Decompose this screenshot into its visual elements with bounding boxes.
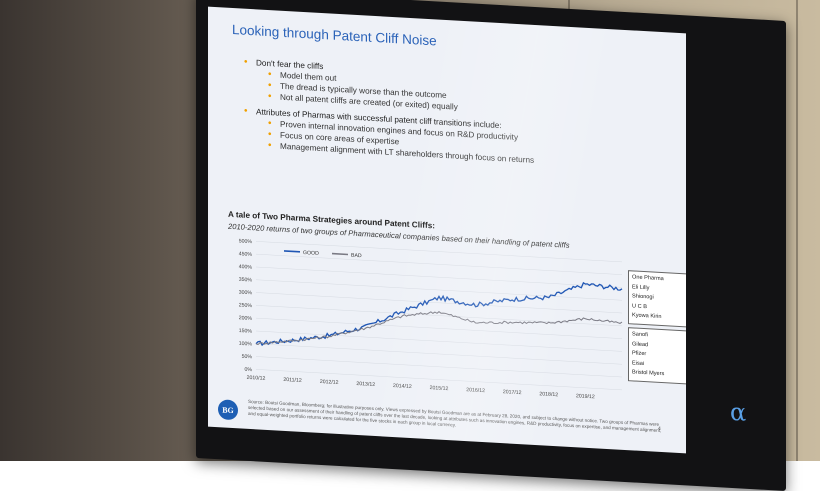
wall-seam — [796, 0, 798, 461]
y-gridline — [256, 292, 622, 314]
presentation-slide: Looking through Patent Cliff Noise Don't… — [208, 6, 686, 454]
y-tick-label: 0% — [245, 367, 253, 373]
x-tick-label: 2018/12 — [539, 391, 558, 398]
y-gridline — [256, 266, 622, 288]
legend-swatch — [332, 252, 348, 256]
y-tick-label: 450% — [239, 251, 253, 258]
alpha-logo: α — [730, 397, 747, 427]
y-gridline — [256, 253, 622, 275]
legend-label: GOOD — [303, 250, 319, 257]
bg-logo: BG — [218, 399, 238, 421]
series-line-good — [255, 281, 623, 347]
y-gridline — [256, 330, 622, 352]
returns-line-chart: 0% 50% 100% 150% 200% 250% 300% 350% 400% 450% 500… — [239, 238, 623, 400]
bad-company: Bristol Myers — [632, 369, 665, 378]
bullet-list: Don't fear the cliffs Model them out The… — [244, 55, 664, 174]
x-tick-label: 2014/12 — [393, 383, 412, 390]
y-tick-label: 100% — [239, 341, 253, 348]
bad-group-legend: Sanofi Gilead Pfizer Eisai Bristol Myers — [628, 327, 686, 385]
series-line-bad — [255, 311, 623, 346]
y-gridline — [256, 343, 622, 365]
y-tick-label: 350% — [239, 277, 253, 284]
y-tick-label: 400% — [239, 264, 253, 271]
good-group-legend: One Pharma Eli Lilly Shionogi U C B Kyow… — [628, 270, 686, 328]
y-tick-label: 500% — [239, 238, 253, 245]
y-tick-label: 50% — [242, 354, 253, 361]
y-gridline — [256, 317, 622, 339]
x-tick-label: 2013/12 — [356, 381, 375, 388]
y-gridline — [256, 241, 622, 263]
good-company: Kyowa Kirin — [632, 312, 662, 321]
x-tick-label: 2012/12 — [320, 379, 339, 386]
x-tick-label: 2010/12 — [247, 375, 266, 382]
x-tick-label: 2015/12 — [430, 385, 449, 392]
y-tick-label: 300% — [239, 290, 253, 297]
page-number: 4 — [658, 425, 661, 432]
y-tick-label: 150% — [239, 328, 253, 335]
y-gridline — [256, 369, 622, 391]
y-gridline — [256, 279, 622, 301]
x-tick-label: 2017/12 — [503, 389, 522, 396]
x-tick-label: 2019/12 — [576, 393, 595, 400]
x-tick-label: 2011/12 — [283, 377, 301, 384]
slide-title: Looking through Patent Cliff Noise — [232, 22, 437, 49]
legend-swatch — [284, 250, 300, 253]
tv-display: Looking through Patent Cliff Noise Don't… — [196, 0, 786, 491]
y-gridline — [256, 305, 622, 327]
y-tick-label: 200% — [239, 315, 253, 322]
legend-label: BAD — [351, 253, 362, 260]
y-gridline — [256, 356, 622, 378]
x-tick-label: 2016/12 — [466, 387, 485, 394]
y-tick-label: 250% — [239, 302, 253, 309]
